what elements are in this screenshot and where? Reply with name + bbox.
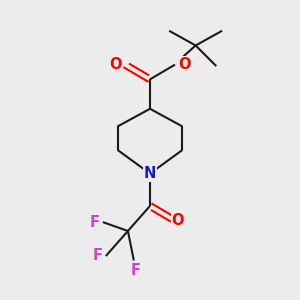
Text: O: O — [172, 213, 184, 228]
Text: F: F — [130, 263, 140, 278]
Text: O: O — [178, 57, 190, 72]
Text: F: F — [90, 214, 100, 230]
Text: N: N — [144, 166, 156, 181]
Text: F: F — [93, 248, 103, 263]
Text: O: O — [110, 57, 122, 72]
